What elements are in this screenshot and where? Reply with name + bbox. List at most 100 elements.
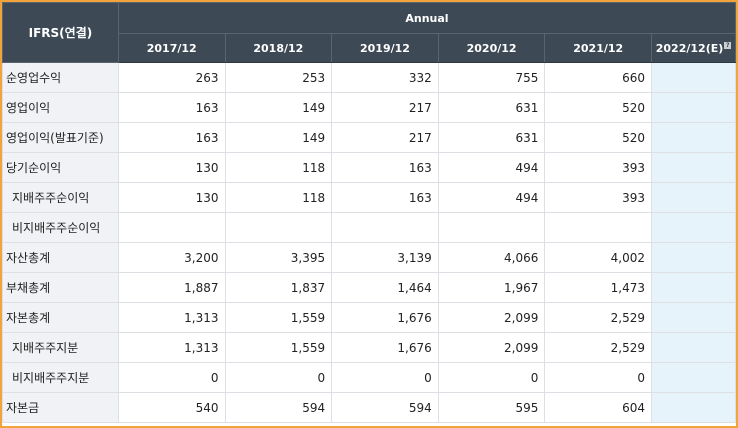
value-cell: 3,139 [331, 242, 439, 273]
value-cell: 631 [437, 122, 546, 153]
value-cell [651, 152, 736, 183]
ifrs-header: IFRS(연결) [2, 2, 119, 63]
value-cell: 494 [437, 182, 546, 213]
table-row: 지배주주지분 1,313 1,559 1,676 2,099 2,529 [2, 332, 736, 363]
table-row: 자산총계 3,200 3,395 3,139 4,066 4,002 [2, 242, 736, 273]
value-cell: 540 [117, 392, 226, 423]
value-cell: 0 [117, 362, 226, 393]
financial-summary-table: IFRS(연결) Annual 2017/12 2018/12 2019/12 202… [2, 2, 736, 423]
year-label: 2021/12 [573, 41, 624, 55]
value-cell [651, 242, 736, 273]
value-cell: 332 [331, 62, 439, 93]
table-row: 자본금 540 594 594 595 604 [2, 392, 736, 423]
value-cell [651, 362, 736, 393]
value-cell: 118 [224, 182, 333, 213]
value-cell: 1,676 [331, 302, 439, 333]
estimate-info-icon[interactable]: ? [724, 41, 732, 49]
value-cell [651, 392, 736, 423]
value-cell: 393 [544, 152, 653, 183]
value-cell: 1,464 [331, 272, 439, 303]
value-cell: 149 [224, 92, 333, 123]
value-cell: 2,099 [437, 332, 546, 363]
value-cell: 1,837 [224, 272, 333, 303]
row-label: 자산총계 [2, 242, 119, 273]
row-label: 비지배주주순이익 [2, 212, 119, 243]
value-cell: 2,529 [544, 332, 653, 363]
value-cell [651, 62, 736, 93]
row-label: 자본총계 [2, 302, 119, 333]
value-cell [544, 212, 653, 243]
row-label: 자본금 [2, 392, 119, 423]
value-cell [651, 182, 736, 213]
value-cell: 1,967 [437, 272, 546, 303]
value-cell [437, 212, 546, 243]
table-row: 지배주주순이익 130 118 163 494 393 [2, 182, 736, 213]
value-cell: 0 [437, 362, 546, 393]
table-row: 영업이익 163 149 217 631 520 [2, 92, 736, 123]
row-label: 부채총계 [2, 272, 119, 303]
value-cell [117, 212, 226, 243]
value-cell: 1,313 [117, 332, 226, 363]
value-cell: 1,676 [331, 332, 439, 363]
year-header: 2017/12 [117, 33, 226, 63]
value-cell: 631 [437, 92, 546, 123]
table-row: 당기순이익 130 118 163 494 393 [2, 152, 736, 183]
value-cell: 755 [437, 62, 546, 93]
year-label: 2019/12 [359, 41, 410, 55]
value-cell: 1,473 [544, 272, 653, 303]
table-row: 부채총계 1,887 1,837 1,464 1,967 1,473 [2, 272, 736, 303]
row-label: 비지배주주지분 [2, 362, 119, 393]
value-cell: 163 [331, 152, 439, 183]
value-cell [651, 332, 736, 363]
value-cell: 163 [117, 122, 226, 153]
row-label: 지배주주지분 [2, 332, 119, 363]
value-cell [651, 212, 736, 243]
value-cell [224, 212, 333, 243]
year-label: 2020/12 [466, 41, 517, 55]
row-label: 영업이익(발표기준) [2, 122, 119, 153]
value-cell: 4,002 [544, 242, 653, 273]
table-row: 비지배주주순이익 [2, 212, 736, 243]
value-cell: 0 [331, 362, 439, 393]
table-row: 순영업수익 263 253 332 755 660 [2, 62, 736, 93]
value-cell: 3,200 [117, 242, 226, 273]
row-label: 당기순이익 [2, 152, 119, 183]
row-label: 영업이익 [2, 92, 119, 123]
value-cell: 520 [544, 92, 653, 123]
table-row: 자본총계 1,313 1,559 1,676 2,099 2,529 [2, 302, 736, 333]
value-cell: 520 [544, 122, 653, 153]
year-label: 2022/12(E) [655, 41, 724, 55]
value-cell: 163 [117, 92, 226, 123]
value-cell [651, 302, 736, 333]
year-label: 2017/12 [146, 41, 197, 55]
value-cell: 149 [224, 122, 333, 153]
value-cell [651, 122, 736, 153]
value-cell: 1,887 [117, 272, 226, 303]
value-cell [651, 92, 736, 123]
value-cell: 3,395 [224, 242, 333, 273]
value-cell: 118 [224, 152, 333, 183]
value-cell: 2,099 [437, 302, 546, 333]
value-cell: 1,313 [117, 302, 226, 333]
year-header: 2019/12 [331, 33, 439, 63]
value-cell: 163 [331, 182, 439, 213]
year-header: 2018/12 [224, 33, 333, 63]
value-cell: 660 [544, 62, 653, 93]
value-cell: 2,529 [544, 302, 653, 333]
value-cell: 594 [224, 392, 333, 423]
table-row: 비지배주주지분 0 0 0 0 0 [2, 362, 736, 393]
value-cell: 217 [331, 122, 439, 153]
value-cell: 253 [224, 62, 333, 93]
value-cell: 595 [437, 392, 546, 423]
year-header: 2020/12 [437, 33, 546, 63]
value-cell: 1,559 [224, 302, 333, 333]
table-row: 영업이익(발표기준) 163 149 217 631 520 [2, 122, 736, 153]
value-cell [331, 212, 439, 243]
value-cell: 217 [331, 92, 439, 123]
row-label: 순영업수익 [2, 62, 119, 93]
value-cell [651, 272, 736, 303]
value-cell: 494 [437, 152, 546, 183]
value-cell: 0 [544, 362, 653, 393]
row-label: 지배주주순이익 [2, 182, 119, 213]
